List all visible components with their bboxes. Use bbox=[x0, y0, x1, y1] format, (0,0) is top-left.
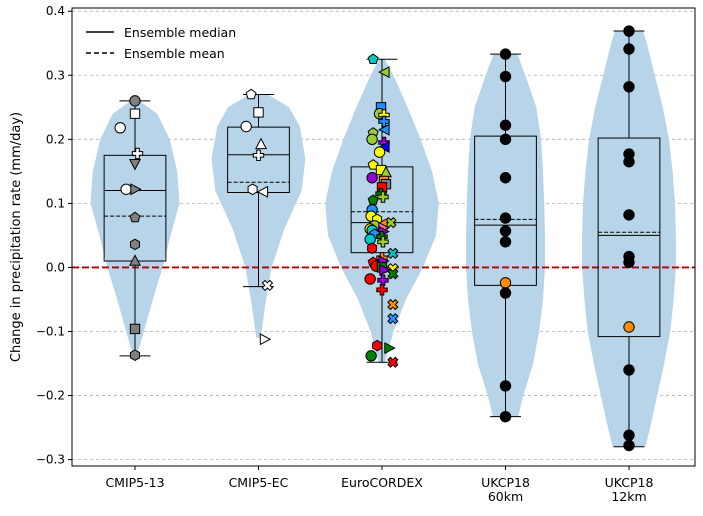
y-axis: −0.3 −0.2 −0.1 0.0 0.1 0.2 0.3 0.4 bbox=[36, 4, 72, 467]
violin bbox=[582, 31, 676, 447]
y-tick-label: 0.3 bbox=[46, 68, 65, 82]
y-tick-label: 0.2 bbox=[46, 132, 65, 146]
x-tick-label: 60km bbox=[488, 489, 523, 504]
y-tick-label: 0.1 bbox=[46, 196, 65, 210]
point-circle bbox=[623, 156, 635, 168]
point-hexagon bbox=[372, 339, 383, 352]
point-x bbox=[387, 247, 399, 260]
point-circle bbox=[364, 233, 376, 245]
plot-frame bbox=[71, 7, 696, 467]
point-circle bbox=[499, 70, 512, 83]
point-x bbox=[387, 356, 399, 368]
point-circle bbox=[623, 321, 635, 333]
point-circle bbox=[499, 212, 512, 224]
point-tri-right bbox=[259, 333, 272, 346]
point-plus bbox=[252, 149, 265, 161]
point-circle bbox=[499, 287, 512, 299]
point-tri-left bbox=[378, 66, 390, 79]
point-circle bbox=[373, 146, 386, 158]
point-circle bbox=[120, 183, 132, 195]
legend: Ensemble median Ensemble mean bbox=[86, 25, 236, 61]
legend-mean-label: Ensemble mean bbox=[124, 46, 225, 61]
point-tri-left bbox=[256, 185, 269, 198]
y-tick-label: −0.1 bbox=[36, 324, 65, 338]
y-tick-label: −0.2 bbox=[36, 389, 65, 403]
point-x bbox=[387, 312, 399, 325]
point-circle bbox=[365, 350, 377, 362]
point-tri-down bbox=[128, 159, 142, 171]
y-tick-label: 0.4 bbox=[46, 4, 65, 18]
point-circle bbox=[499, 48, 512, 60]
point-circle bbox=[499, 410, 512, 423]
point-pentagon bbox=[245, 88, 257, 100]
point-tri-left bbox=[378, 123, 390, 136]
point-hexagon bbox=[130, 349, 140, 361]
point-circle bbox=[623, 25, 635, 37]
point-plus bbox=[377, 191, 389, 203]
point-tri-up bbox=[254, 137, 268, 150]
point-circle bbox=[623, 429, 635, 441]
point-x bbox=[387, 298, 399, 311]
x-tick-label: CMIP5-EC bbox=[229, 475, 289, 490]
point-circle bbox=[129, 95, 141, 107]
point-circle bbox=[623, 43, 635, 55]
point-circle bbox=[623, 81, 635, 93]
point-x bbox=[261, 279, 274, 292]
x-tick-label: CMIP5-13 bbox=[105, 475, 164, 490]
point-circle bbox=[499, 277, 512, 289]
point-circle bbox=[366, 133, 378, 146]
point-tri-right bbox=[130, 183, 142, 196]
x-tick-label: UKCP18 bbox=[481, 475, 530, 490]
point-circle bbox=[366, 172, 378, 184]
y-tick-label: −0.3 bbox=[36, 453, 65, 467]
data-points bbox=[114, 25, 635, 452]
iqr-box bbox=[597, 137, 661, 338]
point-hexagon bbox=[247, 183, 258, 196]
violins bbox=[90, 31, 676, 447]
point-circle bbox=[623, 209, 635, 221]
point-circle bbox=[499, 236, 512, 248]
point-circle bbox=[499, 225, 512, 237]
point-circle bbox=[623, 256, 635, 269]
point-plus bbox=[376, 284, 388, 296]
point-hexagon bbox=[367, 242, 378, 254]
point-circle bbox=[499, 133, 512, 146]
point-square bbox=[129, 108, 141, 119]
point-hexagon bbox=[130, 238, 140, 251]
legend-median-label: Ensemble median bbox=[124, 25, 236, 40]
y-tick-label: 0.0 bbox=[46, 260, 65, 274]
point-circle bbox=[623, 364, 635, 376]
point-circle bbox=[499, 172, 512, 184]
point-plus bbox=[377, 274, 389, 286]
violin bbox=[90, 100, 180, 356]
point-circle bbox=[114, 122, 126, 134]
x-tick-label: EuroCORDEX bbox=[341, 475, 423, 490]
point-circle bbox=[623, 439, 635, 452]
point-square bbox=[129, 323, 141, 335]
y-axis-label: Change in precipitation rate (mm/day) bbox=[9, 112, 24, 362]
point-pentagon bbox=[367, 159, 379, 170]
point-tri-up bbox=[128, 254, 142, 266]
point-plus bbox=[131, 147, 144, 160]
x-tick-label: UKCP18 bbox=[605, 475, 654, 490]
point-tri-right bbox=[379, 263, 391, 277]
point-pentagon bbox=[367, 53, 379, 64]
point-circle bbox=[499, 380, 512, 392]
point-plus bbox=[377, 236, 389, 248]
point-circle bbox=[240, 120, 252, 133]
point-pentagon bbox=[129, 211, 141, 223]
x-axis: CMIP5-13 CMIP5-EC EuroCORDEX UKCP1860kmUKCP… bbox=[105, 466, 653, 504]
point-circle bbox=[499, 119, 512, 131]
point-square bbox=[253, 107, 264, 118]
x-tick-label: 12km bbox=[611, 489, 646, 504]
point-x bbox=[387, 268, 399, 280]
point-tri-right bbox=[384, 342, 396, 355]
point-circle bbox=[364, 273, 376, 285]
